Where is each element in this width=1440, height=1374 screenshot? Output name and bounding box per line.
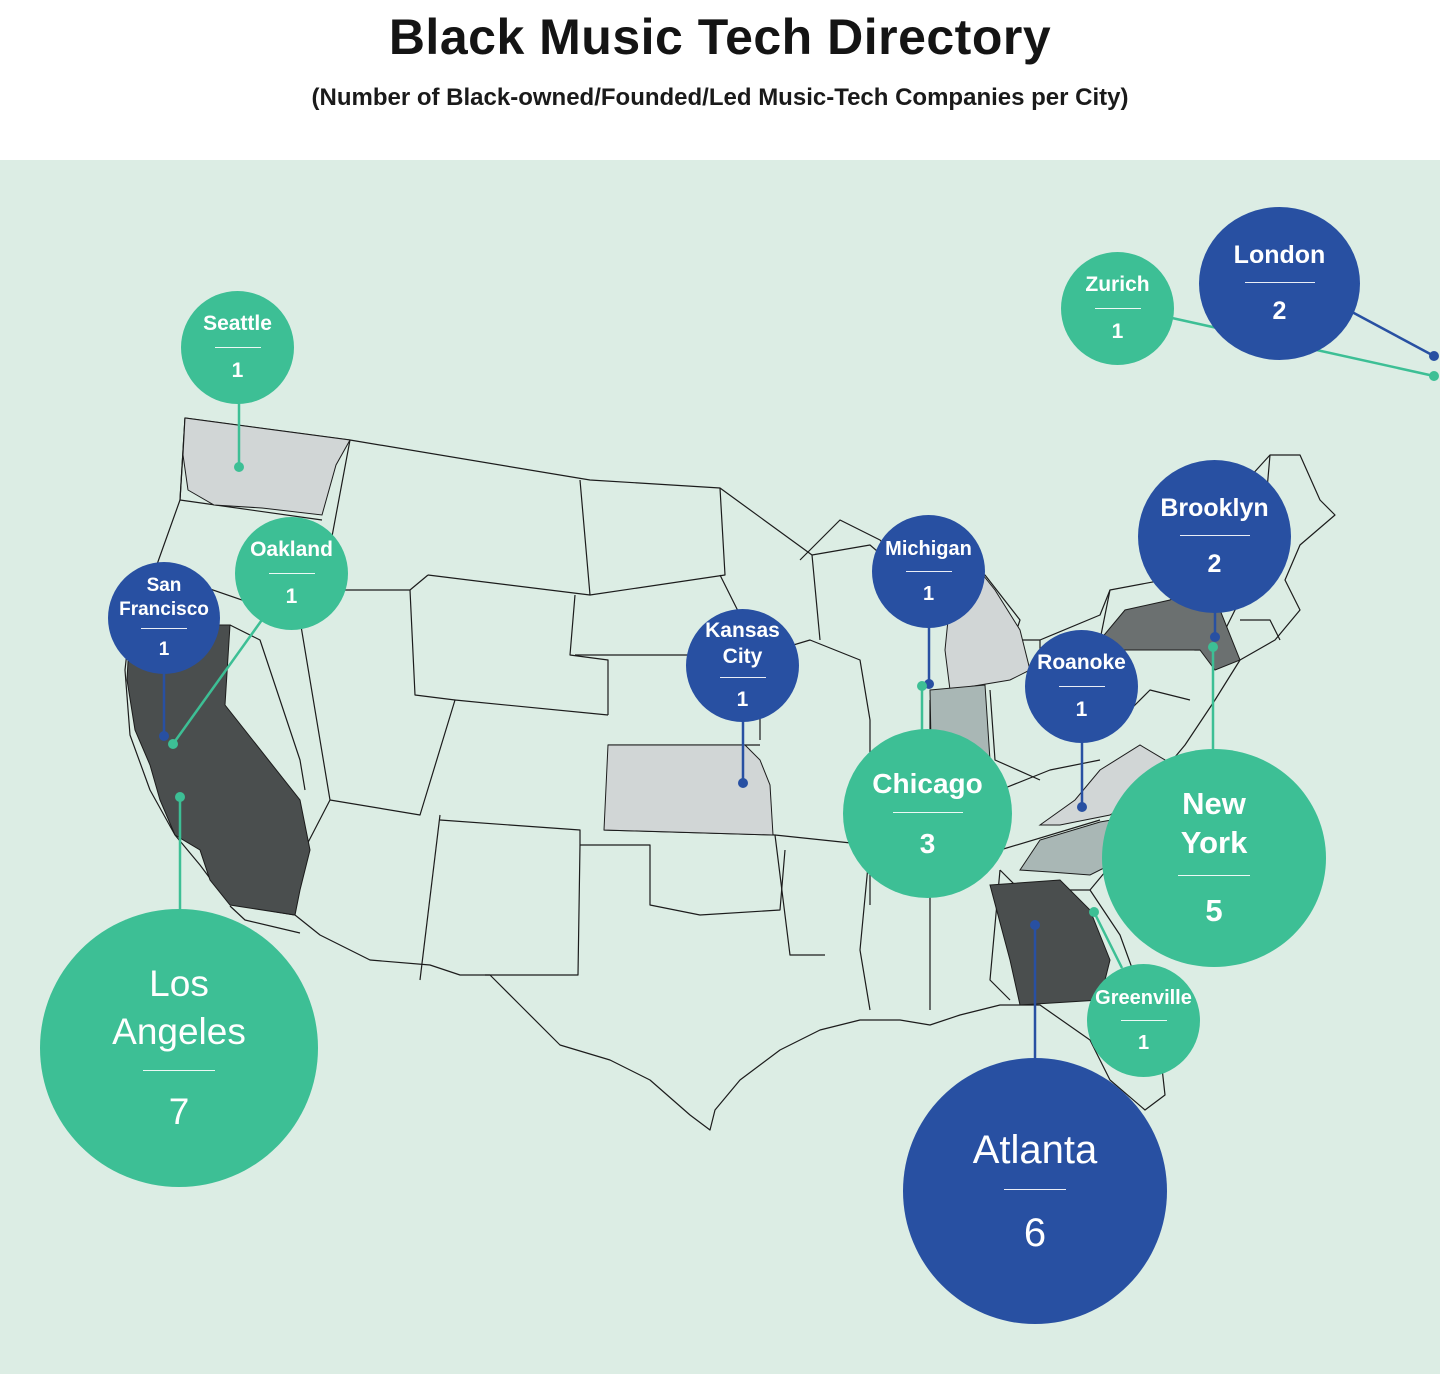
connector-greenville	[1092, 911, 1124, 969]
city-name: Chicago	[872, 768, 983, 799]
divider	[892, 812, 963, 813]
city-name: Los Angeles	[112, 963, 246, 1053]
city-name: Oakland	[250, 538, 333, 562]
georgia-state	[989, 879, 1111, 1006]
bubble-oakland: Oakland 1	[235, 517, 348, 630]
city-count: 5	[1205, 892, 1223, 928]
connector-london	[1351, 310, 1435, 358]
kansas-state	[603, 744, 774, 836]
california-state	[126, 624, 311, 916]
marker-zurich	[1429, 371, 1439, 381]
divider	[1178, 874, 1250, 876]
marker-san-francisco	[159, 731, 169, 741]
bubble-kansas-city: Kansas City 1	[686, 609, 799, 722]
city-count: 1	[1137, 1031, 1150, 1054]
city-name: Kansas City	[705, 618, 780, 668]
marker-atlanta	[1030, 920, 1040, 930]
bubble-zurich: Zurich 1	[1061, 252, 1174, 365]
city-count: 1	[1111, 319, 1124, 343]
divider	[268, 572, 315, 574]
city-count: 7	[168, 1091, 190, 1133]
marker-oakland	[168, 739, 178, 749]
city-count: 2	[1272, 297, 1287, 325]
connector-oakland	[171, 616, 266, 745]
city-markers	[159, 351, 1439, 930]
city-count: 1	[736, 688, 749, 712]
header: Black Music Tech Directory (Number of Bl…	[0, 0, 1440, 160]
divider	[1094, 307, 1141, 309]
page-title: Black Music Tech Directory	[388, 9, 1052, 65]
city-count: 1	[1075, 697, 1088, 721]
bubble-roanoke: Roanoke 1	[1025, 630, 1138, 743]
bubble-michigan: Michigan 1	[872, 515, 985, 628]
city-count: 1	[158, 639, 170, 661]
city-name: London	[1233, 240, 1326, 269]
city-name: Roanoke	[1037, 651, 1126, 675]
bubble-brooklyn: Brooklyn 2	[1138, 460, 1291, 613]
divider	[1120, 1019, 1167, 1021]
washington-state	[182, 417, 351, 516]
divider	[143, 1070, 215, 1072]
marker-brooklyn	[1210, 632, 1220, 642]
bubble-san-francisco: San Francisco 1	[108, 562, 220, 674]
city-name: San Francisco	[119, 574, 209, 620]
marker-london	[1429, 351, 1439, 361]
city-count: 6	[1023, 1210, 1047, 1255]
city-name: Zurich	[1085, 273, 1150, 297]
marker-kansas-city	[738, 778, 748, 788]
divider	[719, 677, 766, 679]
page-subtitle: (Number of Black-owned/Founded/Led Music…	[311, 84, 1129, 111]
marker-chicago	[917, 681, 927, 691]
city-name: Michigan	[885, 537, 972, 560]
city-count: 1	[285, 584, 298, 608]
divider	[1244, 282, 1315, 283]
marker-greenville	[1089, 907, 1099, 917]
bubble-chicago: Chicago 3	[843, 729, 1012, 898]
connectors	[162, 310, 1435, 1058]
city-count: 1	[922, 582, 935, 605]
city-name: New York	[1180, 786, 1248, 861]
city-count: 1	[231, 358, 244, 382]
divider	[1058, 685, 1105, 687]
city-count: 3	[919, 828, 936, 859]
marker-los-angeles	[175, 792, 185, 802]
marker-roanoke	[1077, 802, 1087, 812]
city-count: 2	[1207, 550, 1222, 578]
divider	[141, 628, 187, 630]
bubble-atlanta: Atlanta 6	[903, 1058, 1167, 1324]
bubble-seattle: Seattle 1	[181, 291, 294, 404]
city-name: Atlanta	[972, 1127, 1098, 1172]
highlighted-states	[126, 417, 1241, 1006]
marker-seattle	[234, 462, 244, 472]
bubble-london: London 2	[1199, 207, 1360, 360]
divider	[905, 570, 952, 572]
city-name: Greenville	[1095, 986, 1192, 1009]
marker-new-york	[1208, 642, 1218, 652]
city-name: Brooklyn	[1160, 493, 1269, 522]
divider	[214, 346, 261, 348]
city-name: Seattle	[203, 312, 272, 336]
bubble-greenville: Greenville 1	[1087, 964, 1200, 1077]
bubble-new-york: New York 5	[1102, 749, 1326, 967]
divider	[1179, 535, 1250, 536]
bubble-los-angeles: Los Angeles 7	[40, 909, 318, 1187]
divider	[1004, 1188, 1066, 1190]
